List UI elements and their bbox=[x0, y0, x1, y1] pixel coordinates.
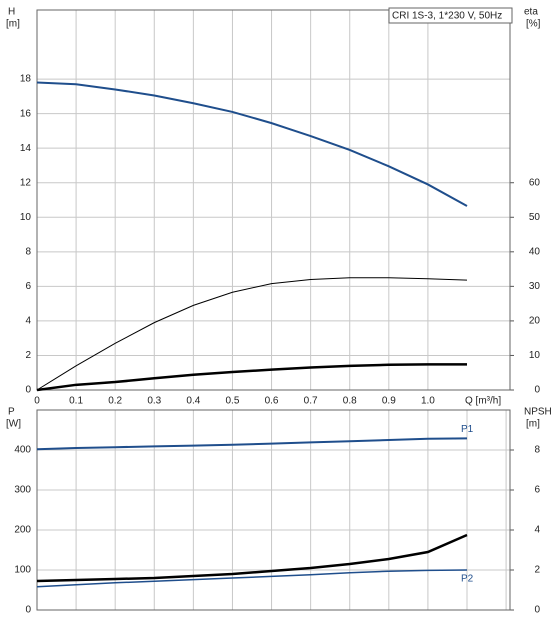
y-axis-label: P bbox=[8, 407, 15, 418]
x-tick-label: 1.0 bbox=[421, 396, 435, 407]
x-axis-label: Q [m³/h] bbox=[465, 396, 501, 407]
y2-tick-label: 2 bbox=[534, 565, 540, 576]
series-label: P2 bbox=[461, 574, 474, 585]
y-tick-label: 14 bbox=[20, 143, 32, 154]
y-axis-unit: [m] bbox=[6, 19, 20, 30]
y-tick-label: 0 bbox=[25, 385, 31, 396]
y-tick-label: 18 bbox=[20, 74, 32, 85]
y2-axis-unit: [%] bbox=[526, 19, 541, 30]
x-tick-label: 0.2 bbox=[108, 396, 122, 407]
y2-tick-label: 50 bbox=[529, 212, 541, 223]
series-line bbox=[36, 533, 468, 583]
chart-title: CRI 1S-3, 1*230 V, 50Hz bbox=[392, 11, 502, 22]
y-tick-label: 100 bbox=[14, 565, 31, 576]
y2-tick-label: 0 bbox=[534, 385, 540, 396]
y2-tick-label: 20 bbox=[529, 316, 541, 327]
y-tick-label: 300 bbox=[14, 485, 31, 496]
y2-axis-unit: [m] bbox=[526, 419, 540, 430]
y2-tick-label: 6 bbox=[534, 485, 540, 496]
y-tick-label: 0 bbox=[25, 605, 31, 616]
x-tick-label: 0.9 bbox=[382, 396, 396, 407]
series-line bbox=[36, 277, 468, 391]
plot-frame bbox=[36, 9, 511, 391]
x-tick-label: 0.5 bbox=[226, 396, 240, 407]
x-tick-label: 0 bbox=[34, 396, 40, 407]
series-line bbox=[36, 363, 467, 392]
y-axis-label: H bbox=[8, 7, 15, 18]
series-line bbox=[36, 437, 468, 451]
y-tick-label: 200 bbox=[14, 525, 31, 536]
y-tick-label: 6 bbox=[25, 281, 31, 292]
y2-axis-label: eta bbox=[524, 7, 538, 18]
y2-tick-label: 40 bbox=[529, 246, 541, 257]
y2-tick-label: 0 bbox=[534, 605, 540, 616]
y2-tick-label: 30 bbox=[529, 281, 541, 292]
y2-axis-label: NPSH bbox=[524, 407, 552, 418]
y-tick-label: 400 bbox=[14, 445, 31, 456]
x-tick-label: 0.1 bbox=[69, 396, 83, 407]
y-tick-label: 10 bbox=[20, 212, 32, 223]
y2-tick-label: 10 bbox=[529, 350, 541, 361]
x-tick-label: 0.7 bbox=[304, 396, 318, 407]
y-axis-unit: [W] bbox=[6, 419, 21, 430]
series-line bbox=[36, 81, 468, 207]
x-tick-label: 0.6 bbox=[265, 396, 279, 407]
y-tick-label: 16 bbox=[20, 108, 32, 119]
series-line bbox=[36, 569, 468, 588]
plot-frame bbox=[36, 409, 511, 611]
y2-tick-label: 4 bbox=[534, 525, 540, 536]
y-tick-label: 8 bbox=[25, 246, 31, 257]
y2-tick-label: 8 bbox=[534, 445, 540, 456]
x-tick-label: 0.3 bbox=[147, 396, 161, 407]
y-tick-label: 4 bbox=[25, 316, 31, 327]
x-tick-label: 0.8 bbox=[343, 396, 357, 407]
x-tick-label: 0.4 bbox=[186, 396, 200, 407]
y-tick-label: 2 bbox=[25, 350, 31, 361]
y2-tick-label: 60 bbox=[529, 177, 541, 188]
series-label: P1 bbox=[461, 424, 474, 435]
title-box bbox=[388, 7, 513, 24]
y-tick-label: 12 bbox=[20, 177, 32, 188]
